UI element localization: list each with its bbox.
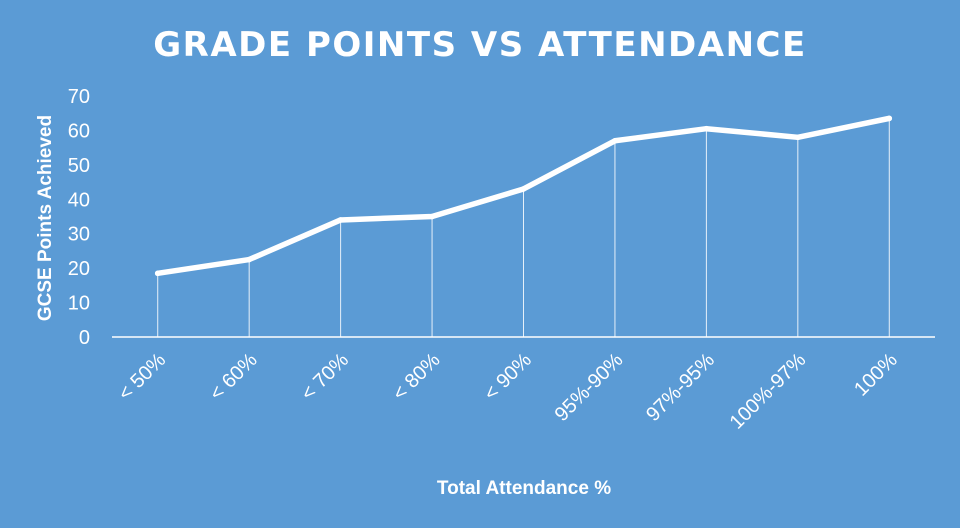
drop-lines [157, 118, 890, 337]
data-point [703, 125, 710, 132]
y-tick-label: 50 [68, 155, 90, 177]
x-axis-title: Total Attendance % [437, 478, 611, 499]
y-tick-label: 70 [68, 86, 90, 108]
y-tick-label: 0 [79, 327, 90, 349]
data-point [246, 256, 252, 263]
y-tick-label: 10 [68, 293, 90, 315]
data-point [429, 213, 435, 220]
series-lines [154, 115, 893, 277]
y-tick-label: 60 [68, 120, 90, 142]
data-point [612, 137, 618, 144]
data-point [154, 270, 161, 277]
y-tick-label: 40 [68, 189, 90, 211]
chart-title: GRADE POINTS VS ATTENDANCE [153, 25, 806, 65]
data-point [520, 186, 527, 192]
y-tick-labels: 0 10 20 30 40 50 60 70 [68, 86, 90, 349]
y-axis-title: GCSE Points Achieved [35, 115, 56, 321]
data-point [886, 115, 893, 122]
y-tick-label: 30 [68, 224, 90, 246]
data-point [795, 134, 801, 141]
y-tick-label: 20 [68, 258, 90, 280]
data-point [337, 217, 344, 223]
